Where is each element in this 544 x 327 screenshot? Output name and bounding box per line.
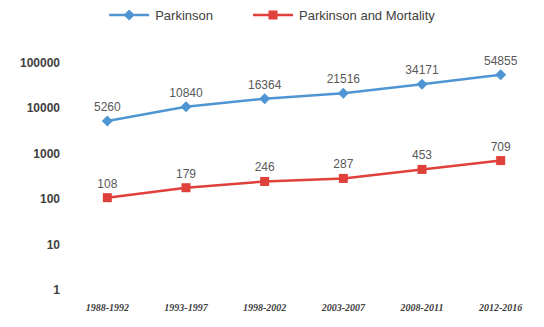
x-tick-label: 1993-1997 [164, 302, 208, 313]
data-label: 10840 [169, 86, 203, 100]
data-label: 108 [97, 177, 117, 191]
data-label: 179 [176, 167, 196, 181]
point-marker [338, 88, 349, 99]
y-tick-label: 1000 [33, 147, 60, 161]
point-marker [103, 193, 112, 202]
legend-label: Parkinson [155, 8, 213, 23]
legend: Parkinson Parkinson and Mortality [109, 8, 435, 23]
legend-marker [268, 11, 277, 20]
legend-label: Parkinson and Mortality [299, 8, 435, 23]
point-marker [102, 116, 113, 127]
data-labels: 5260 10840 16364 21516 34171 54855 108 179 246 28… [94, 54, 518, 191]
data-label: 54855 [484, 54, 518, 68]
data-label: 453 [412, 148, 432, 162]
legend-marker [124, 10, 135, 21]
data-label: 34171 [405, 63, 439, 77]
legend-item: Parkinson and Mortality [253, 8, 435, 23]
series-line [107, 161, 500, 198]
data-label: 287 [333, 157, 353, 171]
y-tick-label: 10 [47, 238, 61, 252]
point-marker [417, 79, 428, 90]
chart-container: 1 10 100 1000 10000 100000 1988-1992 1993-1997 1… [0, 0, 544, 327]
x-tick-label: 2012-2016 [478, 302, 522, 313]
series-line [107, 75, 500, 121]
point-marker [260, 177, 269, 186]
x-tick-label: 2003-2007 [321, 302, 366, 313]
point-marker [182, 183, 191, 192]
data-label: 5260 [94, 100, 121, 114]
point-marker [339, 174, 348, 183]
point-marker [259, 93, 270, 104]
y-tick-label: 1 [53, 283, 60, 297]
x-tick-label: 1998-2002 [243, 302, 286, 313]
y-tick-label: 10000 [27, 101, 61, 115]
point-marker [418, 165, 427, 174]
x-tick-label: 1988-1992 [86, 302, 129, 313]
y-tick-label: 100000 [20, 56, 60, 70]
data-label: 709 [491, 140, 511, 154]
data-label: 21516 [327, 72, 361, 86]
point-marker [181, 101, 192, 112]
chart-svg: 1 10 100 1000 10000 100000 1988-1992 1993-1997 1… [0, 0, 544, 327]
legend-item: Parkinson [109, 8, 213, 23]
data-label: 246 [255, 160, 275, 174]
y-tick-label: 100 [40, 192, 60, 206]
series-group [102, 69, 506, 202]
x-tick-label: 2008-2011 [400, 302, 444, 313]
data-label: 16364 [248, 78, 282, 92]
point-marker [496, 156, 505, 165]
point-marker [495, 69, 506, 80]
